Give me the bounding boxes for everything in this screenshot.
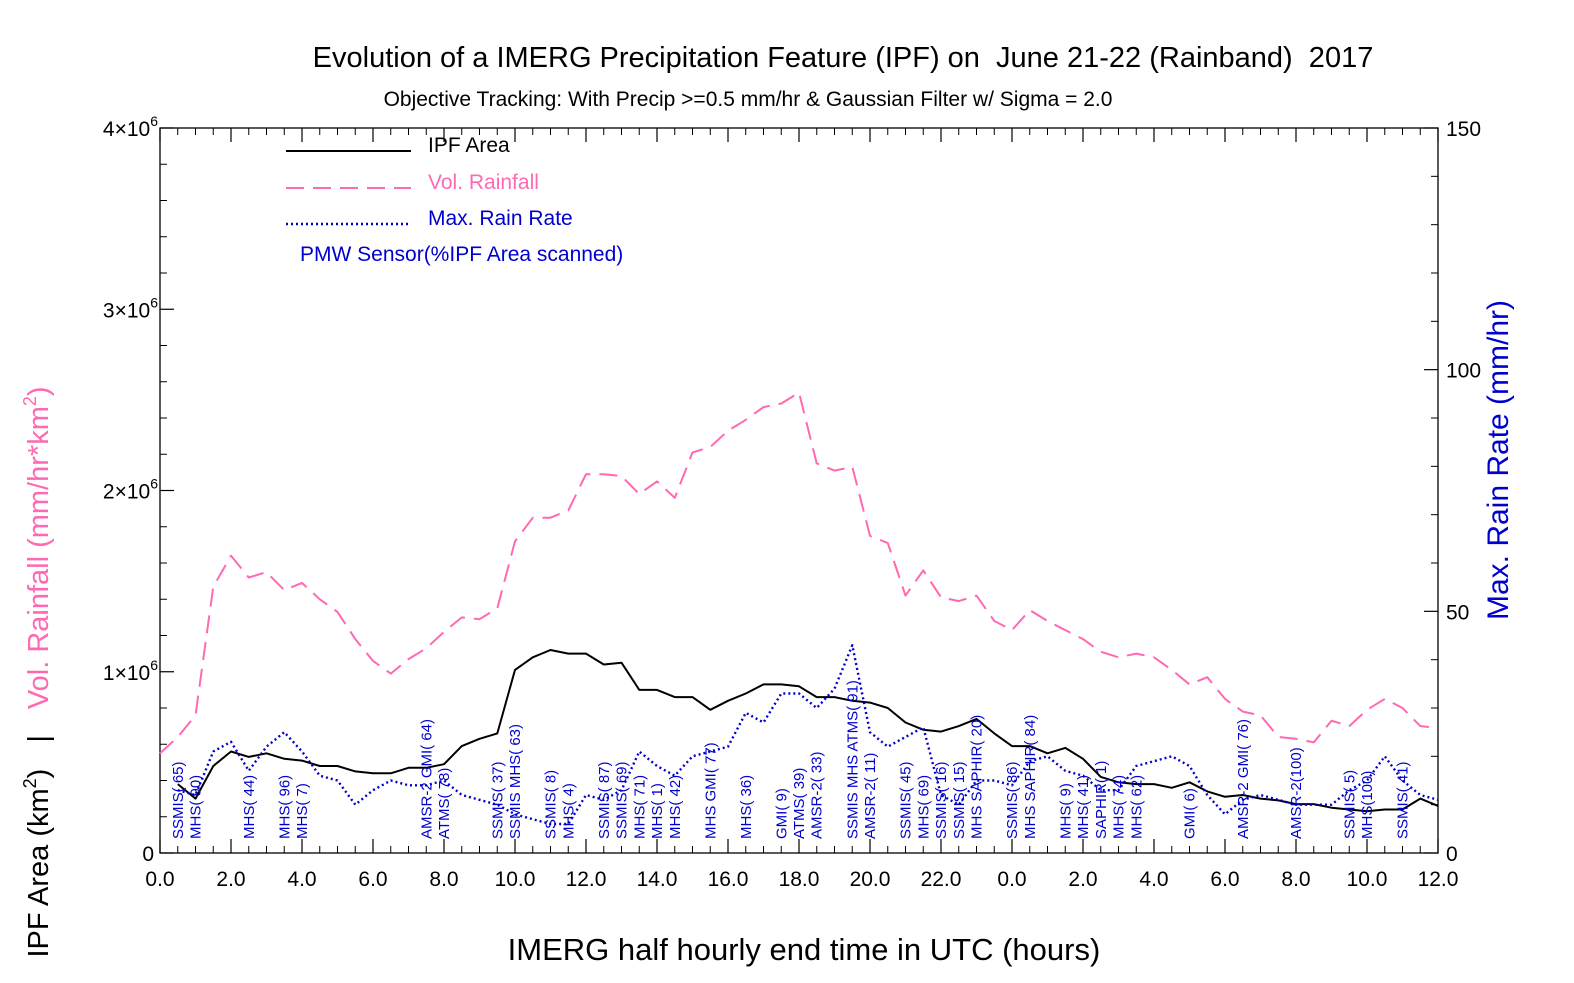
y-left-rain-close: ) [23,386,55,396]
x-tick-label: 22.0 [921,868,962,891]
sensor-label: SSMIS( 37) [489,761,506,839]
x-tick-label: 4.0 [1139,868,1168,891]
x-tick-label: 8.0 [429,868,458,891]
axis-ticks: 0.0 2.0 4.0 6.0 8.0 10.0 12.0 14.0 16.0 18.0 20.0 2… [103,113,1481,891]
y-left-tick-label: 1×106 [103,657,158,685]
y-left-area-exp: 2 [20,778,40,788]
y-left-rain-label: Vol. Rainfall (mm/hr*km [23,406,55,709]
y-axis-left-label: IPF Area (km2)|Vol. Rainfall (mm/hr*km2) [20,386,55,957]
sensor-label: SSMIS( 16) [933,761,950,839]
y-right-tick-label: 0 [1446,843,1458,866]
x-tick-label: 0.0 [997,868,1026,891]
svg-text:IPF Area (km2)|Vol. Rainfall (: IPF Area (km2)|Vol. Rainfall (mm/hr*km2) [20,386,55,957]
sensor-label: MHS( 74) [1111,775,1128,839]
sensor-label: MHS( 7) [294,783,311,839]
chart-title: Evolution of a IMERG Precipitation Featu… [313,42,1374,74]
sensor-label: SSMIS( 15) [951,761,968,839]
y-left-area-close: ) [23,769,55,779]
x-tick-label: 16.0 [708,868,749,891]
legend-sensor-note: PMW Sensor(%IPF Area scanned) [300,243,623,266]
series-ipf-area-line [177,649,1439,813]
sensor-label: MHS( 41) [1075,775,1092,839]
x-tick-label: 18.0 [779,868,820,891]
x-tick-label: 20.0 [850,868,891,891]
sensor-label: SSMIS MHS ATMS( 91) [844,680,861,839]
y-left-tick-label: 2×106 [103,476,158,504]
y-axis-right-label: Max. Rain Rate (mm/hr) [1482,300,1515,620]
sensor-label: SSMIS( 65) [170,761,187,839]
y-right-tick-label: 150 [1446,118,1481,141]
sensor-label: SSMIS( 87) [596,761,613,839]
legend-label: Max. Rain Rate [428,207,573,230]
legend-label: Vol. Rainfall [428,171,539,194]
sensor-label: SSMIS( 8) [543,770,560,839]
x-tick-label: 2.0 [1068,868,1097,891]
x-tick-label: 6.0 [358,868,387,891]
sensor-label: SSMIS MHS( 63) [507,724,524,839]
sensor-label: MHS(100) [1359,771,1376,839]
sensor-annotations: SSMIS( 65) MHS( 90) MHS( 44) MHS( 96) MHS( 7… [170,680,1412,839]
sensor-label: MHS SAPHIR( 84) [1022,715,1039,839]
sensor-label: AMSR-2 GMI( 64) [418,719,435,839]
sensor-label: MHS( 9) [1057,783,1074,839]
sensor-label: SSMIS( 5) [1341,770,1358,839]
legend: IPF Area Vol. Rainfall Max. Rain Rate PMW S… [286,134,623,266]
sensor-label: MHS( 1) [649,783,666,839]
y-left-tick-label: 4×106 [103,113,158,141]
x-tick-label: 4.0 [287,868,316,891]
sensor-label: SAPHIR( 1) [1093,761,1110,839]
sensor-label: AMSR-2( 33) [809,751,826,839]
sensor-label: AMSR-2 GMI( 76) [1235,719,1252,839]
y-left-rain-exp: 2 [20,396,40,406]
sensor-label: AMSR-2(100) [1288,747,1305,839]
sensor-label: MHS( 44) [241,775,258,839]
sensor-label: MHS( 71) [631,775,648,839]
series-max-rain-rate-line [177,644,1439,826]
sensor-label: AMSR-2( 11) [862,753,879,839]
y-left-tick-label: 0 [142,843,154,866]
x-tick-label: 8.0 [1281,868,1310,891]
sensor-label: GMI( 9) [773,788,790,839]
sensor-label: MHS( 96) [276,775,293,839]
series-layer [159,391,1439,826]
sensor-label: ATMS( 39) [791,768,808,839]
x-axis-label: IMERG half hourly end time in UTC (hours… [508,932,1101,967]
sensor-label: MHS SAPHIR( 20) [969,715,986,839]
x-tick-label: 10.0 [1347,868,1388,891]
sensor-label: GMI( 6) [1182,788,1199,839]
y-left-sep: | [23,735,55,743]
x-tick-label: 14.0 [637,868,678,891]
sensor-label: SSMIS( 86) [1004,761,1021,839]
sensor-label: MHS( 90) [188,775,205,839]
y-right-tick-label: 50 [1446,601,1469,624]
y-left-area-label: IPF Area (km [23,788,55,957]
sensor-label: ATMS( 78) [436,768,453,839]
sensor-label: MHS( 62) [1128,775,1145,839]
legend-label: IPF Area [428,134,510,157]
x-tick-label: 10.0 [495,868,536,891]
sensor-label: MHS( 4) [560,783,577,839]
x-tick-label: 0.0 [145,868,174,891]
series-vol-rainfall-line [159,391,1439,755]
x-tick-label: 12.0 [566,868,607,891]
sensor-label: MHS( 42) [667,775,684,839]
sensor-label: MHS( 36) [738,775,755,839]
x-tick-label: 2.0 [216,868,245,891]
sensor-label: SSMIS( 45) [898,761,915,839]
y-left-tick-label: 3×106 [103,294,158,322]
y-right-tick-label: 100 [1446,360,1481,383]
x-tick-label: 6.0 [1210,868,1239,891]
sensor-label: MHS GMI( 77) [702,742,719,839]
sensor-label: SSMIS( 69) [614,761,631,839]
chart-subtitle: Objective Tracking: With Precip >=0.5 mm… [384,88,1113,111]
sensor-label: SSMIS( 41) [1395,761,1412,839]
sensor-label: MHS( 69) [915,775,932,839]
x-tick-label: 12.0 [1418,868,1459,891]
